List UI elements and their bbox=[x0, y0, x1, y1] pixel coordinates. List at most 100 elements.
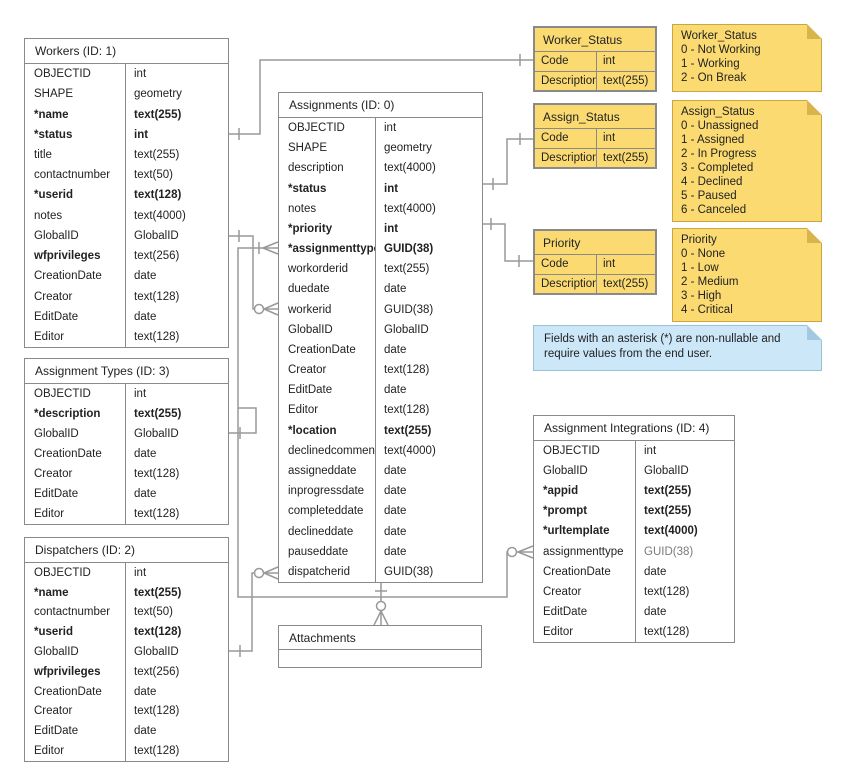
sticky-note-worker-status: Worker_Status 0 - Not Working 1 - Working 2… bbox=[672, 24, 822, 92]
table-row: *description text(255) bbox=[25, 404, 228, 424]
field-name: contactnumber bbox=[25, 165, 126, 186]
field-name: EditDate bbox=[279, 380, 376, 401]
table-attachments: Attachments bbox=[278, 625, 482, 668]
table-row: contactnumber text(50) bbox=[25, 602, 228, 623]
field-name: GlobalID bbox=[534, 461, 636, 482]
field-name: dispatcherid bbox=[279, 561, 376, 582]
table-dispatchers: Dispatchers (ID: 2) OBJECTID int *name text… bbox=[24, 537, 229, 762]
field-type: text(4000) bbox=[384, 202, 436, 215]
field-type: int bbox=[603, 132, 616, 145]
field-name: OBJECTID bbox=[25, 563, 126, 583]
field-name: wfprivileges bbox=[25, 245, 126, 267]
table-row: CreationDate date bbox=[25, 681, 228, 702]
table-row: Editor text(128) bbox=[25, 504, 228, 524]
field-name: *appid bbox=[534, 481, 636, 502]
field-name: OBJECTID bbox=[279, 118, 376, 139]
table-row: Editor text(128) bbox=[25, 741, 228, 761]
table-assignment-integrations: Assignment Integrations (ID: 4) OBJECTID… bbox=[533, 415, 735, 643]
crowsfoot-icon bbox=[517, 551, 534, 559]
note-text: Fields with an asterisk (*) are non-null… bbox=[544, 333, 781, 360]
field-name: pauseddate bbox=[279, 541, 376, 562]
field-name: title bbox=[25, 144, 126, 166]
table-assignments: Assignments (ID: 0) OBJECTID int SHAPE geom… bbox=[278, 92, 483, 583]
crowsfoot-icon bbox=[263, 572, 279, 580]
table-row: inprogressdate date bbox=[279, 481, 482, 502]
table-title: Assignments (ID: 0) bbox=[279, 93, 482, 118]
table-row: assigneddate date bbox=[279, 460, 482, 482]
field-name: OBJECTID bbox=[25, 384, 126, 404]
note-text: Priority 0 - None 1 - Low 2 - Medium 3 - Hig… bbox=[681, 233, 813, 317]
field-type: text(255) bbox=[603, 151, 649, 164]
connector-workers-status-to-worker-status-code bbox=[229, 54, 533, 140]
field-name: *description bbox=[25, 404, 126, 424]
field-type: text(128) bbox=[384, 404, 430, 417]
table-body: OBJECTID int *description text(255) GlobalID… bbox=[25, 384, 228, 524]
field-type: text(255) bbox=[384, 424, 432, 437]
field-type: GlobalID bbox=[134, 646, 179, 659]
field-name: Creator bbox=[25, 701, 126, 722]
field-name: contactnumber bbox=[25, 602, 126, 623]
field-type: GUID(38) bbox=[384, 565, 434, 578]
note-text: Assign_Status 0 - Unassigned 1 - Assigned 2… bbox=[681, 105, 813, 217]
field-name: Creator bbox=[25, 464, 126, 484]
table-title: Workers (ID: 1) bbox=[25, 39, 228, 64]
table-row: EditDate date bbox=[534, 601, 734, 622]
field-type: geometry bbox=[134, 88, 182, 101]
table-row: GlobalID GlobalID bbox=[25, 642, 228, 662]
field-name: GlobalID bbox=[279, 319, 376, 340]
field-name: notes bbox=[25, 205, 126, 226]
field-name: workerid bbox=[279, 299, 376, 320]
table-title: Priority bbox=[535, 231, 655, 255]
zero-circle-icon bbox=[253, 303, 265, 315]
field-name: *urltemplate bbox=[534, 521, 636, 542]
field-name: SHAPE bbox=[279, 138, 376, 159]
note-line: 2 - In Progress bbox=[681, 148, 757, 160]
table-row: EditDate date bbox=[25, 484, 228, 504]
field-type: date bbox=[384, 384, 407, 397]
field-name: *status bbox=[279, 178, 376, 199]
table-row: *name text(255) bbox=[25, 104, 228, 125]
table-row: Code int bbox=[535, 129, 655, 149]
table-row: *userid text(128) bbox=[25, 622, 228, 643]
table-row: declineddate date bbox=[279, 521, 482, 542]
crowsfoot-icon bbox=[373, 610, 382, 626]
field-type: text(128) bbox=[134, 745, 180, 758]
table-row: *assignmenttype GUID(38) bbox=[279, 239, 482, 260]
field-name: Code bbox=[535, 255, 597, 274]
table-row: *name text(255) bbox=[25, 582, 228, 603]
field-type: date bbox=[644, 605, 667, 618]
table-title: Attachments bbox=[279, 626, 481, 650]
table-row: Description text(255) bbox=[535, 274, 655, 293]
note-line: 5 - Paused bbox=[681, 190, 737, 202]
table-row: description text(4000) bbox=[279, 158, 482, 179]
field-type: text(255) bbox=[134, 408, 182, 420]
field-name: CreationDate bbox=[279, 339, 376, 361]
table-title: Assignment Types (ID: 3) bbox=[25, 359, 228, 384]
table-row: OBJECTID int bbox=[534, 441, 734, 462]
field-type: date bbox=[384, 343, 407, 356]
field-name: Description bbox=[535, 274, 597, 293]
field-type: text(255) bbox=[134, 586, 182, 599]
note-line: Assign_Status bbox=[681, 106, 755, 118]
field-type: text(4000) bbox=[644, 525, 698, 538]
table-row: SHAPE geometry bbox=[25, 84, 228, 105]
table-row: dispatcherid GUID(38) bbox=[279, 561, 482, 582]
note-line: 2 - On Break bbox=[681, 72, 747, 84]
table-row: GlobalID GlobalID bbox=[25, 225, 228, 246]
field-name: Editor bbox=[279, 400, 376, 421]
field-type: text(128) bbox=[134, 705, 180, 718]
table-row: *prompt text(255) bbox=[534, 501, 734, 522]
field-name: OBJECTID bbox=[534, 441, 636, 462]
table-priority: Priority Code int Description text(255) bbox=[533, 229, 657, 295]
field-type: int bbox=[134, 566, 147, 579]
field-type: GlobalID bbox=[644, 465, 689, 478]
connector-dispatchers-globalid-to-assignments-dispatcherid bbox=[229, 566, 279, 657]
field-type: GlobalID bbox=[134, 428, 179, 440]
field-name: duedate bbox=[279, 279, 376, 300]
field-name: *name bbox=[25, 582, 126, 603]
field-type: text(128) bbox=[134, 189, 182, 202]
field-type: int bbox=[384, 122, 397, 135]
field-name: wfprivileges bbox=[25, 661, 126, 682]
table-row: CreationDate date bbox=[25, 266, 228, 287]
